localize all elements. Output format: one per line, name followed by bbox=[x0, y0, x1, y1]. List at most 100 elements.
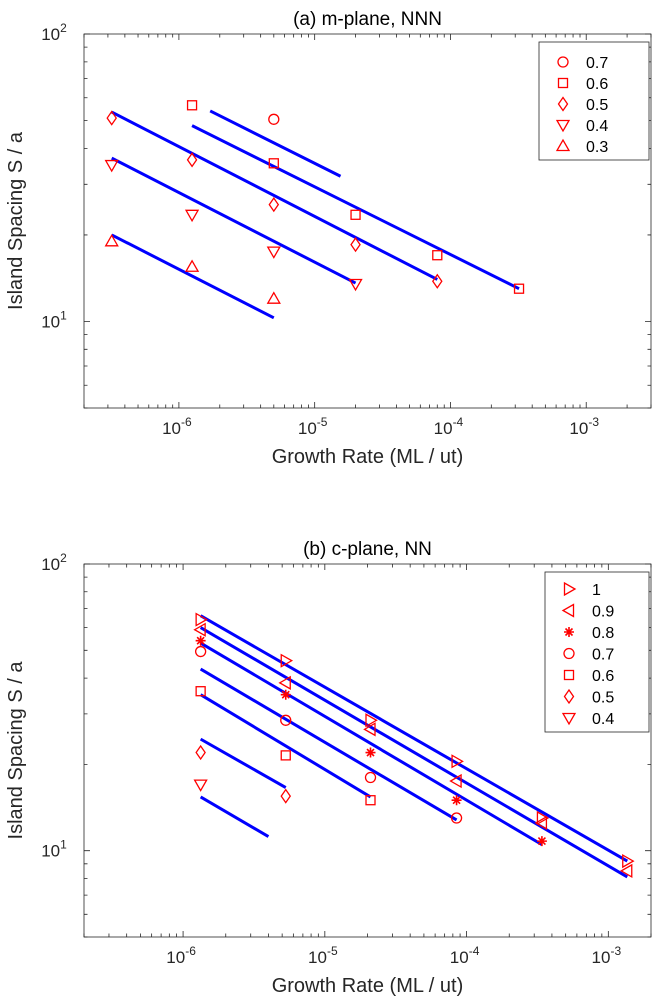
data-point-0.6 bbox=[365, 795, 376, 806]
data-point-0.7 bbox=[268, 113, 280, 125]
y-tick-label: 102 bbox=[41, 21, 67, 44]
legend-label: 0.6 bbox=[586, 76, 608, 93]
legend-label: 0.5 bbox=[586, 97, 608, 114]
legend-label: 0.6 bbox=[592, 668, 614, 685]
legend-marker-0.9 bbox=[561, 603, 575, 618]
y-tick-label: 101 bbox=[41, 838, 67, 861]
data-point-0.4 bbox=[104, 159, 119, 173]
x-tick-label: 10-4 bbox=[450, 944, 480, 967]
legend-label: 1 bbox=[592, 582, 601, 599]
data-point-0.8 bbox=[536, 836, 547, 847]
data-point-0.9 bbox=[193, 622, 206, 637]
data-point-0.9 bbox=[619, 863, 633, 879]
data-point-0.3 bbox=[104, 234, 119, 247]
data-point-0.7 bbox=[194, 645, 207, 658]
data-point-1 bbox=[622, 853, 635, 869]
data-point-0.5 bbox=[106, 110, 118, 126]
x-tick-label: 10-4 bbox=[434, 415, 464, 438]
chart-panel-b: 10-6 10-5 10-4 10-3 101 102 (b) c-plane, NN Gro… bbox=[5, 539, 652, 997]
legend-marker-0.3 bbox=[555, 138, 571, 152]
fit-line-0.8 bbox=[199, 641, 543, 846]
data-point-1 bbox=[280, 653, 294, 668]
data-point-1 bbox=[451, 754, 464, 769]
fit-line-1 bbox=[199, 614, 629, 863]
x-axis-label: Growth Rate (ML / ut) bbox=[272, 446, 464, 468]
x-tick-label: 10-6 bbox=[162, 415, 192, 438]
data-point-0.6 bbox=[195, 686, 206, 697]
data-point-0.5 bbox=[431, 273, 443, 289]
legend-box bbox=[544, 571, 650, 733]
fit-line-0.6 bbox=[191, 124, 520, 291]
legend-marker-0.5 bbox=[563, 688, 575, 705]
fit-line-0.5 bbox=[111, 110, 438, 281]
legend-label: 0.4 bbox=[586, 118, 608, 135]
data-point-0.6 bbox=[513, 283, 525, 294]
chart-title: (b) c-plane, NN bbox=[303, 539, 432, 560]
y-tick-label: 102 bbox=[41, 551, 67, 574]
data-point-0.4 bbox=[184, 209, 200, 223]
fit-line-0.9 bbox=[199, 626, 629, 879]
y-tick-label: 101 bbox=[41, 308, 67, 331]
fit-line-0.4 bbox=[199, 795, 270, 838]
data-point-0.8 bbox=[195, 635, 206, 646]
y-axis-label: Island Spacing S / a bbox=[5, 131, 27, 310]
data-point-0.6 bbox=[268, 158, 279, 169]
data-point-0.9 bbox=[449, 773, 462, 789]
fit-line-0.4 bbox=[111, 156, 357, 285]
data-point-0.7 bbox=[450, 812, 463, 824]
legend-label: 0.5 bbox=[592, 690, 614, 707]
data-point-0.9 bbox=[278, 675, 291, 690]
data-point-0.4 bbox=[348, 278, 363, 292]
data-point-0.5 bbox=[350, 237, 361, 253]
axis-ticks bbox=[83, 563, 652, 938]
data-point-0.6 bbox=[432, 250, 443, 261]
legend-label: 0.4 bbox=[592, 711, 614, 728]
legend-marker-1 bbox=[563, 581, 577, 597]
data-point-0.8 bbox=[365, 747, 376, 758]
axis-ticks bbox=[83, 33, 652, 409]
data-point-0.5 bbox=[186, 152, 198, 168]
y-axis-label: Island Spacing S / a bbox=[5, 661, 27, 840]
data-point-0.7 bbox=[364, 771, 377, 784]
legend-marker-0.6 bbox=[563, 669, 575, 681]
legend-box bbox=[538, 41, 650, 161]
data-point-0.6 bbox=[280, 750, 291, 761]
data-point-0.3 bbox=[184, 259, 200, 272]
data-point-0.5 bbox=[268, 196, 280, 213]
data-point-1 bbox=[365, 713, 378, 728]
legend-label: 0.9 bbox=[592, 604, 614, 621]
data-point-0.6 bbox=[186, 100, 198, 111]
x-tick-label: 10-3 bbox=[592, 944, 622, 967]
fit-line-0.7 bbox=[209, 109, 342, 178]
legend-marker-0.7 bbox=[563, 647, 575, 660]
data-point-0.8 bbox=[280, 689, 291, 700]
legend-marker-0.4 bbox=[555, 119, 571, 133]
legend-marker-0.6 bbox=[557, 77, 569, 89]
legend-label: 0.3 bbox=[586, 139, 608, 156]
fit-line-0.6 bbox=[199, 693, 372, 799]
chart-title: (a) m-plane, NNN bbox=[293, 9, 442, 30]
data-point-0.7 bbox=[280, 714, 292, 726]
data-point-0.5 bbox=[280, 788, 292, 804]
data-point-0.8 bbox=[451, 795, 462, 806]
data-point-0.4 bbox=[266, 246, 281, 259]
legend-marker-0.4 bbox=[561, 712, 577, 726]
data-point-0.3 bbox=[266, 291, 281, 304]
fit-line-0.3 bbox=[111, 233, 275, 320]
legend-label: 0.7 bbox=[586, 55, 608, 72]
x-tick-label: 10-5 bbox=[308, 944, 338, 967]
x-tick-label: 10-6 bbox=[166, 944, 196, 967]
legend-marker-0.8 bbox=[564, 627, 574, 637]
x-tick-label: 10-3 bbox=[569, 415, 599, 438]
data-point-1 bbox=[195, 612, 208, 627]
chart-panel-a: 10-6 10-5 10-4 10-3 101 102 (a) m-plane, NNN Gr… bbox=[5, 9, 652, 468]
data-point-0.9 bbox=[363, 722, 376, 737]
x-tick-label: 10-5 bbox=[298, 415, 328, 438]
data-point-1 bbox=[536, 810, 550, 826]
x-axis-label: Growth Rate (ML / ut) bbox=[272, 975, 464, 997]
legend-label: 0.8 bbox=[592, 625, 614, 642]
legend-label: 0.7 bbox=[592, 647, 614, 664]
fit-line-0.7 bbox=[199, 667, 458, 822]
data-point-0.6 bbox=[350, 209, 361, 220]
